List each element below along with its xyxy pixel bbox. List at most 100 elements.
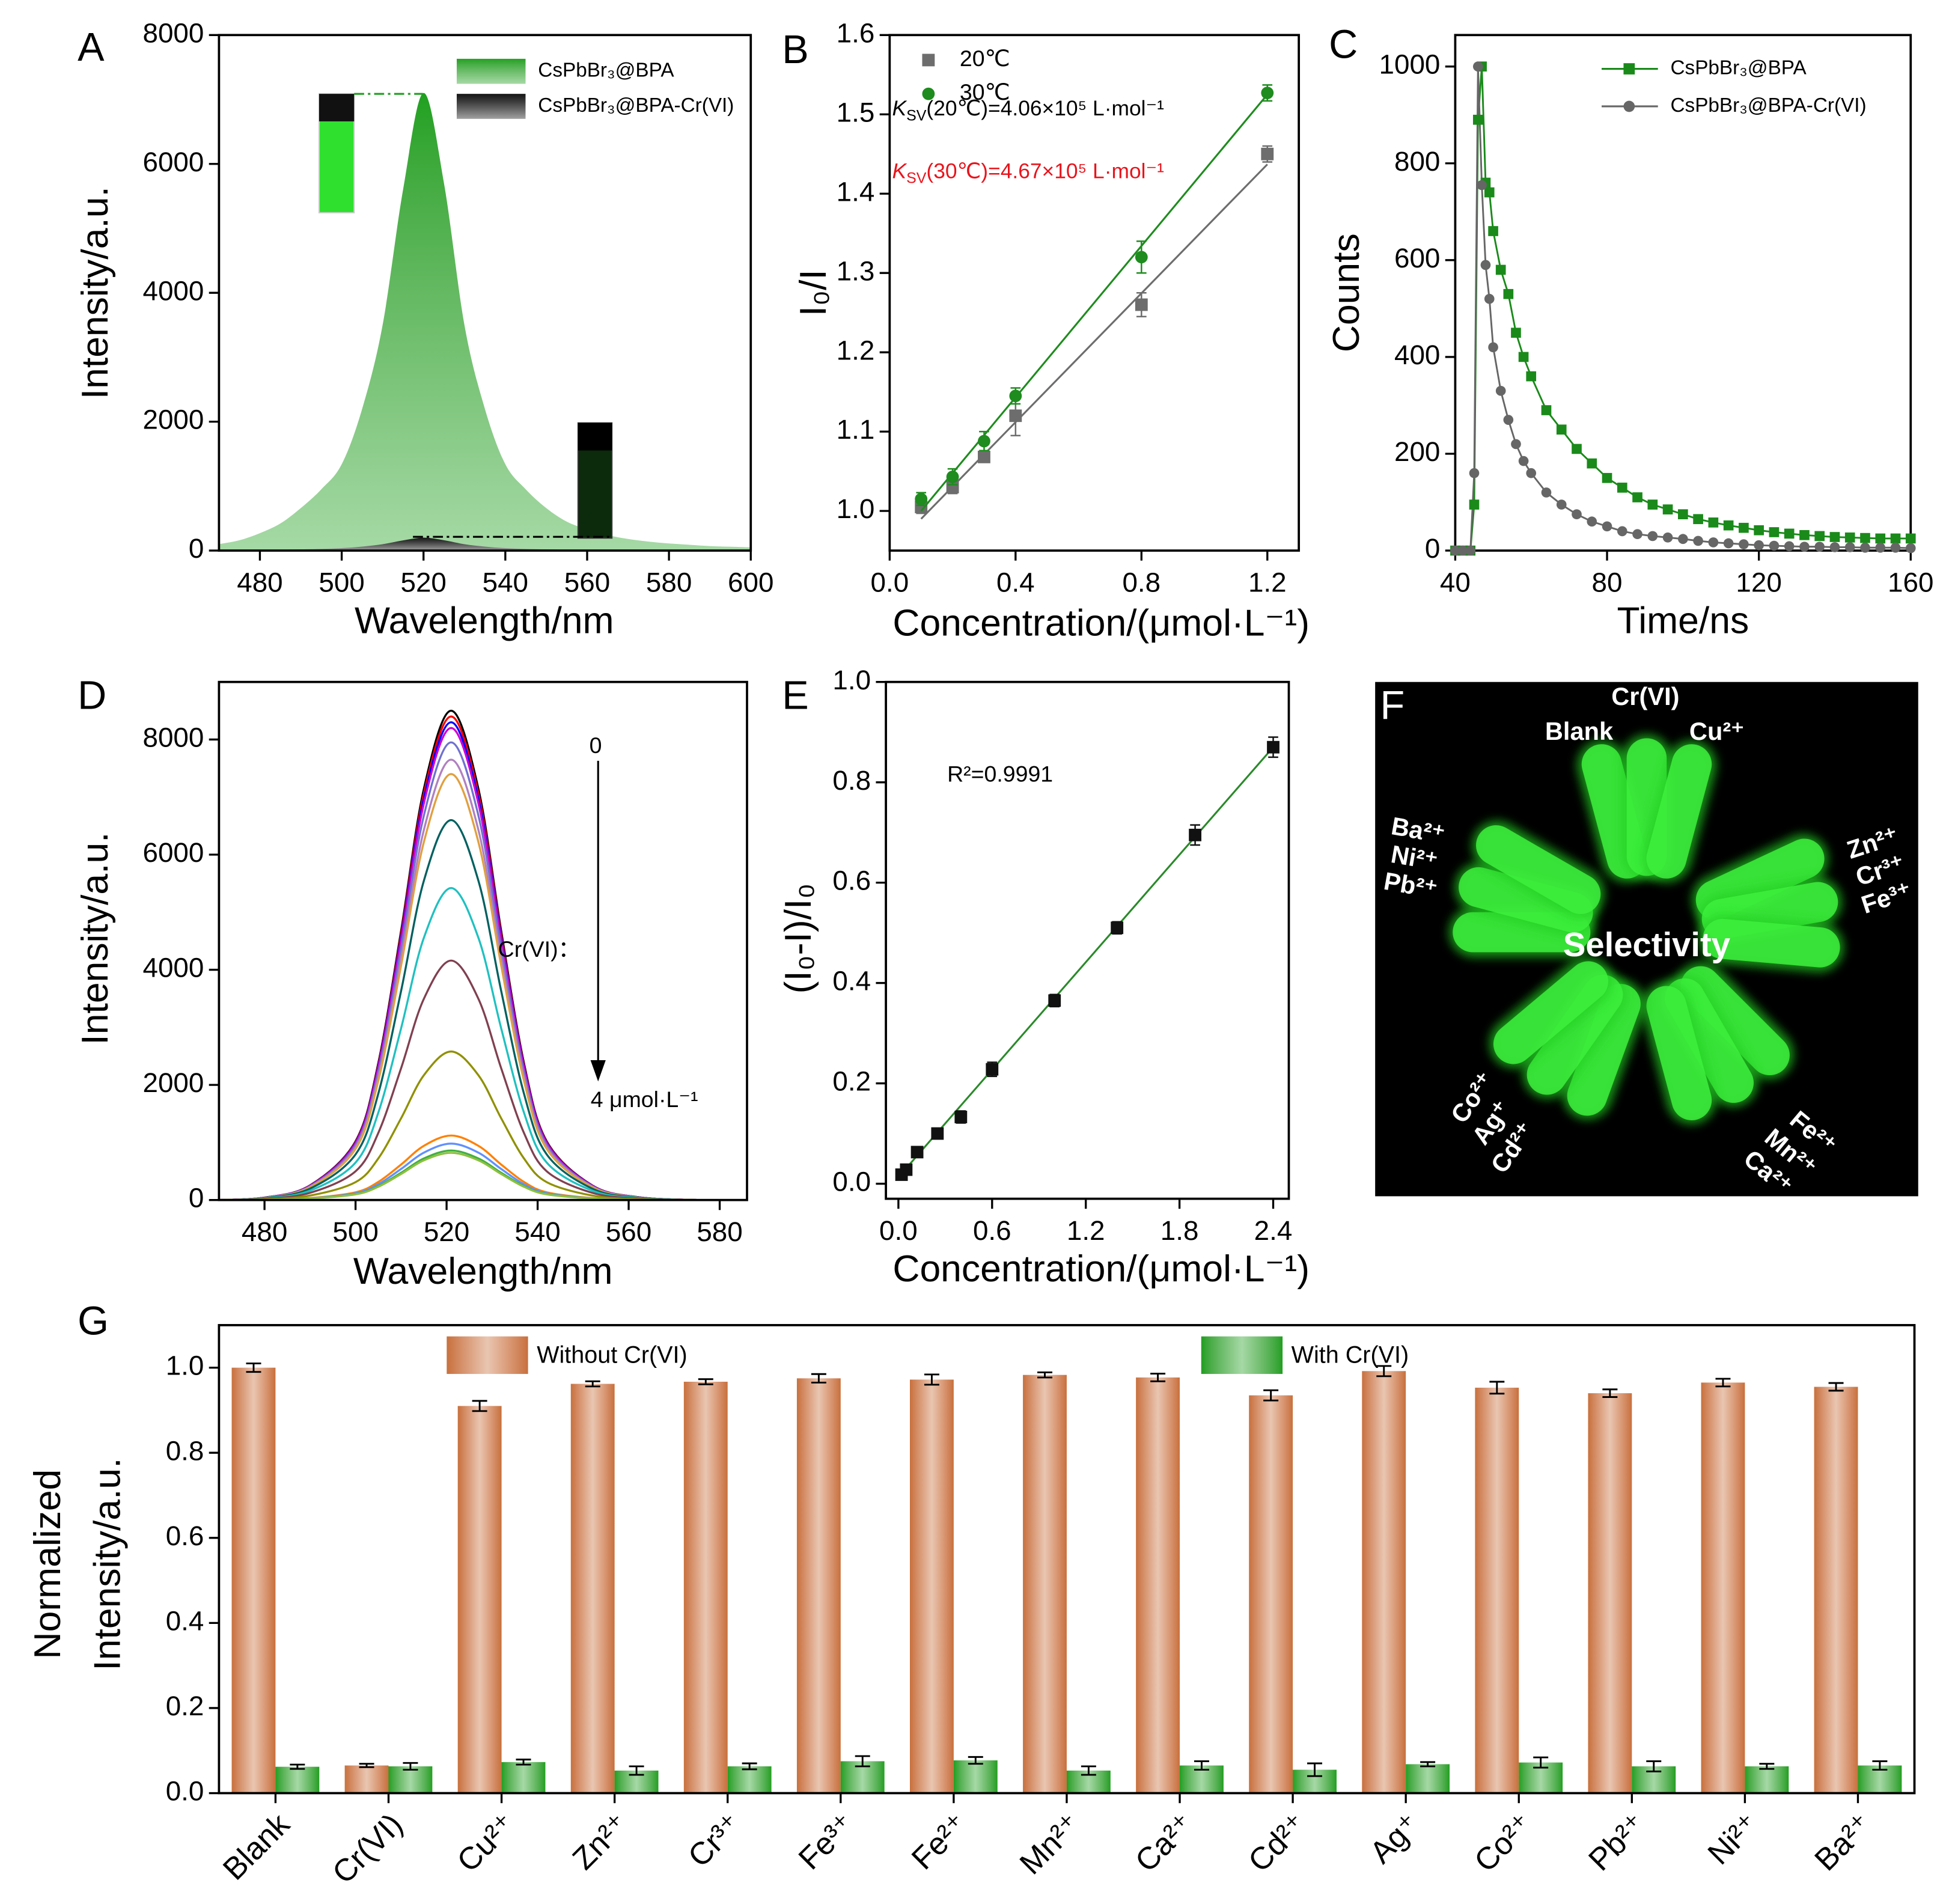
panel-label: D bbox=[78, 673, 106, 718]
x-tick-label: 560 bbox=[606, 1216, 651, 1247]
marker bbox=[1189, 828, 1202, 841]
tube bbox=[1476, 825, 1601, 914]
y-tick-label: 200 bbox=[1394, 436, 1440, 467]
legend-label: 20℃ bbox=[960, 46, 1010, 71]
x-tick-label: 500 bbox=[319, 567, 364, 597]
tube-label: Cu²⁺ bbox=[1689, 717, 1744, 745]
marker bbox=[1495, 385, 1506, 396]
error-bar bbox=[1715, 1378, 1731, 1388]
marker bbox=[1905, 533, 1916, 544]
cuvette-cap bbox=[319, 94, 355, 121]
bar bbox=[501, 1762, 546, 1793]
marker bbox=[1009, 409, 1022, 423]
y-tick-label: 8000 bbox=[143, 17, 204, 48]
tube bbox=[1646, 986, 1712, 1120]
x-tick-label: 1.8 bbox=[1161, 1215, 1199, 1246]
marker bbox=[1829, 542, 1840, 552]
x-tick-label: 480 bbox=[242, 1216, 287, 1247]
marker bbox=[1860, 532, 1870, 543]
y-tick-label: 1.5 bbox=[837, 97, 875, 127]
annotation-part: SV bbox=[906, 107, 927, 124]
error-bar bbox=[1828, 1382, 1844, 1392]
series-line bbox=[219, 819, 743, 1200]
bar bbox=[344, 1765, 389, 1793]
bar bbox=[683, 1382, 728, 1793]
marker bbox=[1602, 521, 1612, 532]
y-tick-label: 1.1 bbox=[837, 414, 875, 445]
marker bbox=[978, 435, 990, 448]
bar bbox=[1588, 1393, 1632, 1793]
marker bbox=[1623, 100, 1635, 112]
y-axis-title: Intensity/a.u. bbox=[74, 832, 116, 1045]
plot-area bbox=[231, 1362, 1902, 1793]
error-bar bbox=[516, 1759, 531, 1766]
error-bar bbox=[968, 1756, 983, 1765]
bar bbox=[1249, 1395, 1293, 1793]
error-bar bbox=[472, 1400, 487, 1412]
x-tick-label: 520 bbox=[400, 567, 446, 597]
panel-label: C bbox=[1329, 23, 1358, 67]
y-tick-label: 1.6 bbox=[837, 17, 875, 48]
bar bbox=[910, 1379, 954, 1793]
y-tick-label: 0 bbox=[189, 1183, 204, 1213]
tube bbox=[1703, 918, 1840, 968]
annotation-part: K bbox=[892, 160, 907, 183]
error-bar bbox=[629, 1765, 644, 1776]
annotation-part: SV bbox=[906, 169, 927, 186]
marker bbox=[1647, 499, 1658, 510]
error-bar bbox=[1194, 1760, 1209, 1771]
y-tick-label: 6000 bbox=[143, 147, 204, 177]
bar bbox=[1814, 1387, 1858, 1793]
marker bbox=[1754, 525, 1764, 536]
error-bar bbox=[246, 1362, 261, 1373]
bar bbox=[727, 1766, 772, 1793]
plot-area bbox=[915, 84, 1274, 520]
marker bbox=[1844, 532, 1855, 543]
marker bbox=[922, 53, 935, 67]
marker bbox=[1623, 63, 1635, 75]
y-tick-label: 0.6 bbox=[166, 1521, 204, 1551]
y-axis-title: (I₀-I)/I₀ bbox=[777, 883, 819, 994]
marker bbox=[1495, 264, 1506, 275]
plot-frame bbox=[885, 680, 1290, 1200]
error-bar bbox=[1263, 1389, 1279, 1402]
error-bar bbox=[585, 1380, 600, 1388]
marker bbox=[1617, 483, 1627, 493]
x-tick-label: 1.2 bbox=[1248, 567, 1287, 597]
panel-label: A bbox=[78, 25, 105, 70]
marker bbox=[1503, 288, 1514, 299]
marker bbox=[1875, 542, 1886, 553]
x-tick-label: 120 bbox=[1736, 567, 1781, 597]
bar bbox=[1362, 1371, 1406, 1793]
plot-frame bbox=[888, 34, 1301, 552]
marker bbox=[1488, 226, 1498, 236]
marker bbox=[1754, 540, 1764, 551]
tube-label: Blank bbox=[1545, 717, 1614, 745]
x-tick-label: 40 bbox=[1440, 567, 1471, 597]
panel-label: G bbox=[78, 1299, 109, 1343]
x-tick-label: 560 bbox=[564, 567, 610, 597]
marker bbox=[1135, 251, 1148, 264]
x-axis-title: Time/ns bbox=[1617, 599, 1749, 641]
y-tick-label: 8000 bbox=[143, 722, 204, 753]
legend-label: CsPbBr₃@BPA-Cr(VI) bbox=[538, 94, 734, 117]
marker bbox=[1048, 994, 1061, 1007]
marker bbox=[1723, 538, 1734, 549]
bar bbox=[457, 1406, 502, 1793]
error-bar bbox=[290, 1763, 305, 1770]
annotation: Cr(VI)： bbox=[498, 936, 581, 962]
marker bbox=[900, 1163, 913, 1176]
x-tick-label: 580 bbox=[697, 1216, 742, 1247]
marker bbox=[1518, 352, 1529, 362]
panel-label: E bbox=[782, 673, 808, 718]
marker bbox=[1465, 545, 1476, 556]
annotation: KSV(30℃)=4.67×10⁵ L·mol⁻¹ bbox=[892, 160, 1164, 187]
marker bbox=[1556, 424, 1567, 435]
error-bar bbox=[811, 1373, 826, 1384]
bar bbox=[275, 1766, 320, 1793]
x-axis-title: Wavelength/nm bbox=[353, 1250, 613, 1292]
marker bbox=[1662, 504, 1673, 514]
plot-area bbox=[219, 93, 751, 551]
marker bbox=[1708, 537, 1719, 548]
y-tick-label: 0.8 bbox=[832, 765, 871, 796]
